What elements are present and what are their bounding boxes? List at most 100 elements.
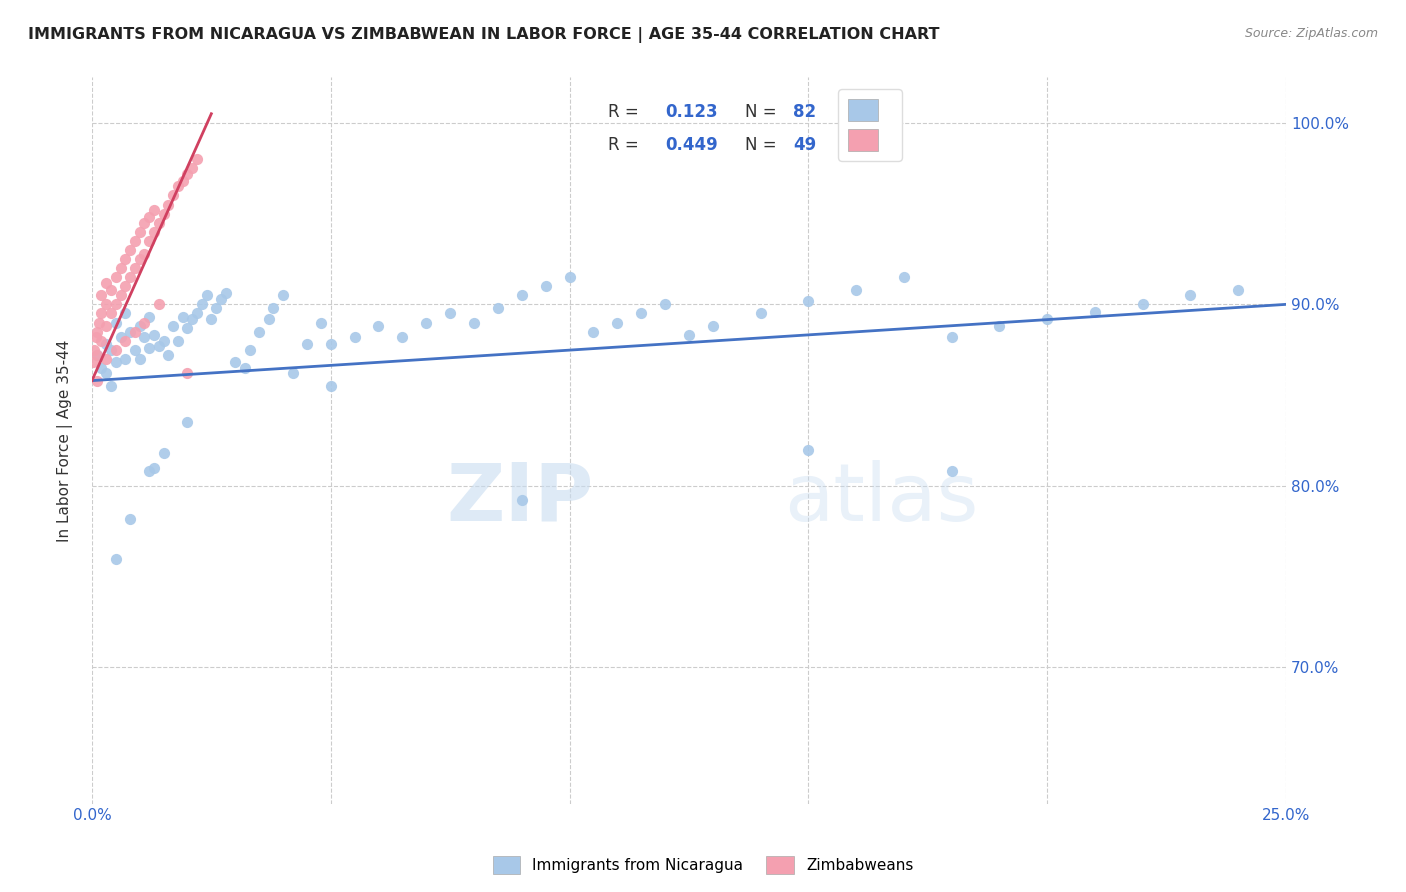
- Point: [148, 297, 170, 311]
- Point: [100, 379, 122, 393]
- Point: [281, 367, 304, 381]
- Point: [87, 316, 110, 330]
- Point: [167, 179, 190, 194]
- Point: [120, 325, 142, 339]
- Point: [134, 246, 156, 260]
- Point: [86, 348, 108, 362]
- Point: [104, 551, 127, 566]
- Point: [238, 343, 260, 357]
- Point: [90, 360, 112, 375]
- Point: [110, 288, 132, 302]
- Point: [941, 330, 963, 344]
- Legend: , : ,: [838, 89, 901, 161]
- Point: [152, 334, 174, 348]
- Point: [114, 334, 136, 348]
- Point: [128, 225, 150, 239]
- Text: 49: 49: [793, 136, 815, 153]
- Point: [143, 460, 166, 475]
- Point: [134, 330, 156, 344]
- Point: [214, 286, 236, 301]
- Point: [582, 325, 605, 339]
- Point: [186, 306, 208, 320]
- Point: [100, 283, 122, 297]
- Point: [319, 379, 342, 393]
- Point: [176, 167, 198, 181]
- Point: [82, 355, 104, 369]
- Point: [162, 188, 184, 202]
- Point: [96, 297, 118, 311]
- Text: Source: ZipAtlas.com: Source: ZipAtlas.com: [1244, 27, 1378, 40]
- Point: [96, 319, 118, 334]
- Point: [124, 343, 146, 357]
- Point: [209, 292, 232, 306]
- Point: [702, 319, 724, 334]
- Point: [152, 446, 174, 460]
- Point: [195, 288, 218, 302]
- Point: [120, 270, 142, 285]
- Point: [120, 243, 142, 257]
- Point: [128, 319, 150, 334]
- Point: [510, 493, 533, 508]
- Point: [110, 330, 132, 344]
- Text: IMMIGRANTS FROM NICARAGUA VS ZIMBABWEAN IN LABOR FORCE | AGE 35-44 CORRELATION C: IMMIGRANTS FROM NICARAGUA VS ZIMBABWEAN …: [28, 27, 939, 43]
- Point: [148, 216, 170, 230]
- Text: ZIP: ZIP: [446, 459, 593, 538]
- Point: [343, 330, 366, 344]
- Point: [120, 511, 142, 525]
- Point: [510, 288, 533, 302]
- Point: [367, 319, 389, 334]
- Point: [104, 316, 127, 330]
- Legend: Immigrants from Nicaragua, Zimbabweans: Immigrants from Nicaragua, Zimbabweans: [486, 850, 920, 880]
- Point: [172, 174, 194, 188]
- Point: [797, 293, 820, 308]
- Point: [138, 310, 160, 324]
- Point: [988, 319, 1011, 334]
- Point: [128, 351, 150, 366]
- Point: [295, 337, 318, 351]
- Point: [138, 341, 160, 355]
- Text: atlas: atlas: [785, 459, 979, 538]
- Point: [134, 316, 156, 330]
- Point: [181, 312, 204, 326]
- Point: [162, 319, 184, 334]
- Point: [128, 252, 150, 266]
- Point: [534, 279, 557, 293]
- Point: [86, 348, 108, 362]
- Point: [100, 306, 122, 320]
- Text: 82: 82: [793, 103, 815, 120]
- Point: [134, 216, 156, 230]
- Point: [1132, 297, 1154, 311]
- Point: [114, 279, 136, 293]
- Point: [90, 334, 112, 348]
- Text: R =: R =: [607, 136, 644, 153]
- Point: [176, 321, 198, 335]
- Point: [96, 337, 118, 351]
- Point: [200, 312, 222, 326]
- Point: [233, 360, 256, 375]
- Point: [415, 316, 437, 330]
- Point: [124, 325, 146, 339]
- Point: [143, 202, 166, 217]
- Point: [96, 367, 118, 381]
- Point: [114, 351, 136, 366]
- Point: [86, 374, 108, 388]
- Point: [247, 325, 270, 339]
- Point: [257, 312, 280, 326]
- Point: [104, 343, 127, 357]
- Point: [205, 301, 228, 315]
- Point: [1227, 283, 1250, 297]
- Point: [262, 301, 284, 315]
- Point: [90, 306, 112, 320]
- Point: [176, 367, 198, 381]
- Point: [124, 261, 146, 276]
- Point: [678, 328, 700, 343]
- Point: [749, 306, 772, 320]
- Point: [83, 343, 105, 357]
- Point: [167, 334, 190, 348]
- Point: [96, 351, 118, 366]
- Point: [110, 261, 132, 276]
- Point: [114, 306, 136, 320]
- Point: [124, 234, 146, 248]
- Text: N =: N =: [745, 103, 782, 120]
- Point: [319, 337, 342, 351]
